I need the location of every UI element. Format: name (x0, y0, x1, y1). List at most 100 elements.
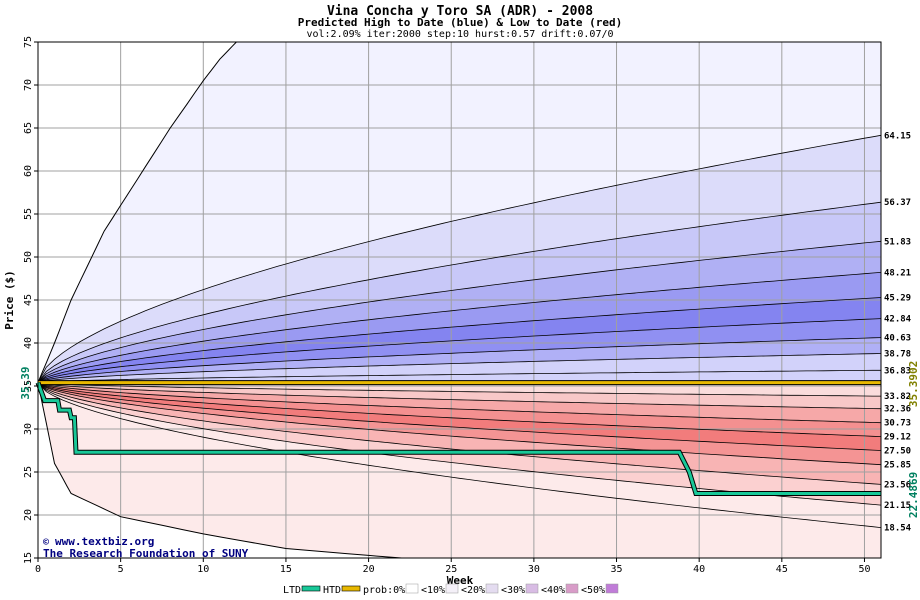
end-value-label: 45.29 (884, 294, 911, 304)
htd-value-label: 22.4869 (907, 472, 920, 518)
end-value-labels: 64.15 56.37 51.83 48.21 45.29 42.84 40.63 38.78… (884, 131, 912, 533)
quantile-curve (37, 382, 882, 437)
y-axis-label: Price ($) (3, 270, 16, 330)
legend-color-swatch (605, 583, 619, 594)
end-value-label: 23.56 (884, 480, 911, 490)
quantile-curve (37, 382, 881, 397)
legend-label: LTD (283, 585, 301, 596)
quantile-curve (37, 382, 882, 466)
end-value-label: 42.84 (884, 315, 912, 325)
quantile-curve (37, 201, 882, 383)
legend-label: <20% (461, 585, 485, 596)
y-tick-label: 40 (23, 337, 34, 349)
outer-low-envelope (37, 382, 402, 559)
quantile-curve (37, 134, 882, 383)
quantile-curve (37, 382, 882, 451)
credit: © www.textbiz.org The Research Foundatio… (43, 535, 249, 560)
end-value-label: 33.82 (884, 392, 911, 402)
end-value-label: 51.83 (884, 237, 911, 247)
end-value-label: 32.36 (884, 405, 911, 415)
chart-subtitle: Predicted High to Date (blue) & Low to D… (298, 16, 623, 29)
probability-bands (38, 42, 881, 558)
y-tick-label: 30 (23, 423, 34, 435)
red-band (38, 382, 881, 465)
x-tick-label: 30 (528, 564, 540, 575)
x-tick-label: 40 (693, 564, 705, 575)
y-tick-label: 65 (23, 122, 34, 134)
legend-label: HTD (323, 585, 341, 596)
outer-high-envelope (37, 41, 237, 383)
end-value-label: 18.54 (884, 524, 912, 534)
end-value-label: 25.85 (884, 461, 911, 471)
y-axis-ticks: 15 20 25 30 35 40 45 50 55 60 65 70 75 (23, 36, 38, 564)
legend-label: prob:0% (363, 585, 405, 596)
quantile-curve (37, 337, 882, 383)
quantile-curve (37, 240, 882, 383)
x-tick-label: 50 (858, 564, 870, 575)
blue-band (38, 337, 881, 383)
legend-line-swatch (301, 585, 321, 592)
x-tick-label: 10 (197, 564, 209, 575)
y-tick-label: 70 (23, 79, 34, 91)
legend-color-swatch (565, 583, 579, 594)
start-price-label: 35.39 (19, 366, 32, 399)
blue-band (38, 353, 881, 383)
current-price-label: 35.3902 (907, 361, 920, 407)
quantile-curve (37, 297, 882, 383)
blue-band (38, 241, 881, 383)
red-band (38, 382, 881, 409)
y-tick-label: 45 (23, 294, 34, 306)
x-tick-label: 45 (776, 564, 788, 575)
y-tick-label: 50 (23, 251, 34, 263)
y-tick-label: 20 (23, 509, 34, 521)
x-tick-label: 20 (363, 564, 375, 575)
quantile-curve (37, 353, 882, 383)
credit-icon: © (43, 537, 50, 548)
y-tick-label: 55 (23, 208, 34, 220)
end-value-label: 40.63 (884, 334, 911, 344)
x-tick-label: 15 (280, 564, 292, 575)
y-tick-label: 25 (23, 466, 34, 478)
credit-line-2: The Research Foundation of SUNY (43, 547, 249, 560)
data-series (35, 380, 881, 496)
x-tick-label: 5 (118, 564, 124, 575)
end-value-label: 48.21 (884, 268, 911, 278)
legend-label: <30% (501, 585, 525, 596)
y-tick-label: 60 (23, 165, 34, 177)
end-value-label: 27.50 (884, 447, 911, 457)
blue-band (38, 202, 881, 383)
red-band (38, 382, 881, 423)
y-tick-label: 15 (23, 552, 34, 564)
legend-line-swatch (341, 585, 361, 592)
end-value-label: 30.73 (884, 419, 911, 429)
x-tick-label: 35 (611, 564, 623, 575)
end-value-label: 38.78 (884, 349, 911, 359)
chart-title: Vina Concha y Toro SA (ADR) - 2008 (327, 4, 593, 19)
legend: LTD HTD prob:0% <10% <20% <30% <40% <50% (283, 583, 619, 596)
quantile-curve (37, 382, 882, 410)
blue-band (38, 135, 881, 383)
end-value-label: 21.15 (884, 501, 911, 511)
red-band (38, 382, 881, 437)
ltd-line (36, 382, 881, 495)
quantile-curve (37, 382, 882, 424)
red-band (38, 382, 881, 528)
legend-label: <40% (541, 585, 565, 596)
legend-color-swatch (485, 583, 499, 594)
legend-label: <10% (421, 585, 445, 596)
credit-line-1: www.textbiz.org (55, 535, 154, 548)
end-value-label: 29.12 (884, 433, 911, 443)
x-axis-ticks: 0 5 10 15 20 25 30 35 40 45 50 (35, 558, 870, 575)
red-band (38, 382, 881, 485)
y-tick-label: 75 (23, 36, 34, 48)
legend-color-swatch (405, 583, 419, 594)
legend-label: <50% (581, 585, 605, 596)
legend-color-swatch (445, 583, 459, 594)
quantile-curve (37, 369, 881, 383)
red-band (38, 382, 881, 506)
quantile-curve (37, 318, 882, 383)
blue-band (38, 318, 881, 383)
quantile-curve (37, 272, 882, 383)
legend-color-swatch (525, 583, 539, 594)
quantile-curves (37, 41, 882, 559)
